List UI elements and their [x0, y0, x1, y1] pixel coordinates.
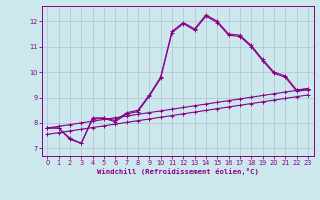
X-axis label: Windchill (Refroidissement éolien,°C): Windchill (Refroidissement éolien,°C) — [97, 168, 259, 175]
